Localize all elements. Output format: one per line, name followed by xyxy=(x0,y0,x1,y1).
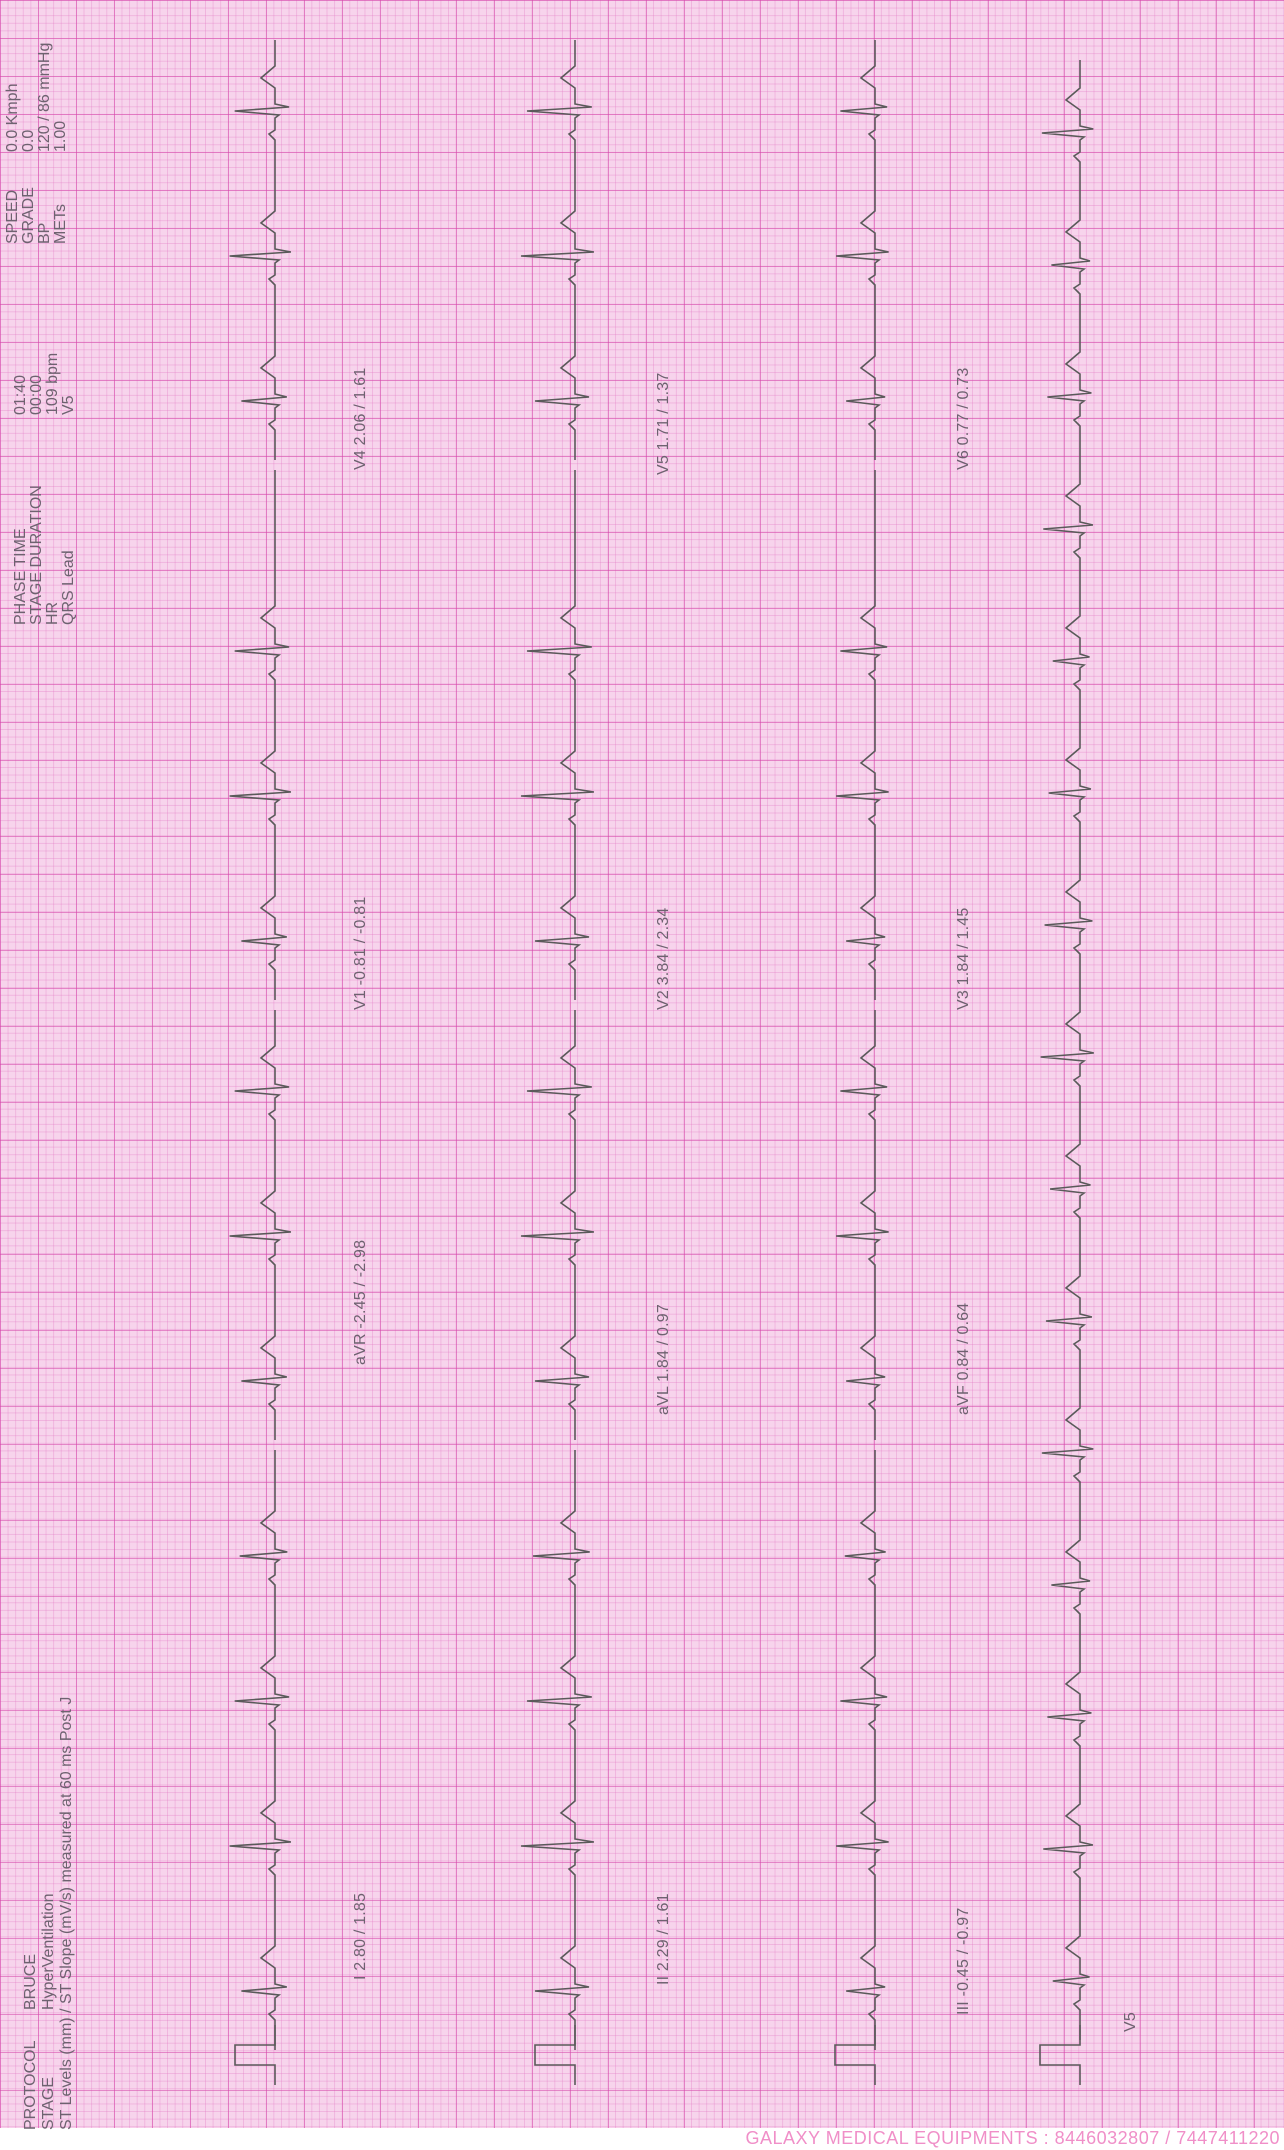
calibration-pulse-row-1 xyxy=(234,2025,276,2085)
ecg-trace-row-2-seg-4 xyxy=(520,40,595,460)
mets-value: 1.00 xyxy=(52,120,69,152)
ecg-trace-row-2-seg-1 xyxy=(520,1450,595,2050)
ecg-trace-row-1-seg-1 xyxy=(229,1450,292,2050)
phase-time-label: PHASE TIME xyxy=(12,528,29,625)
lead-label-v6: V6 0.77 / 0.73 xyxy=(955,367,972,470)
hr-label: HR xyxy=(44,601,61,625)
speed-label: SPEED xyxy=(4,189,21,244)
st-levels-note: ST Levels (mm) / ST Slope (mV/s) measure… xyxy=(58,1696,75,2130)
lead-label-v4: V4 2.06 / 1.61 xyxy=(352,367,369,470)
calibration-pulse-rhythm xyxy=(1039,2025,1081,2085)
qrs-lead-value: V5 xyxy=(60,395,77,415)
ecg-trace-row-3-seg-3 xyxy=(836,470,889,1000)
footer-company-info: GALAXY MEDICAL EQUIPMENTS : 8446032807 /… xyxy=(0,2128,1284,2150)
lead-label-iii: III -0.45 / -0.97 xyxy=(955,1907,972,2015)
lead-label-ii: II 2.29 / 1.61 xyxy=(655,1893,672,1985)
bp-value: 120 / 86 mmHg xyxy=(36,42,53,152)
bp-label: BP xyxy=(36,222,53,244)
mets-label: METs xyxy=(52,204,69,244)
ecg-trace-rhythm-strip xyxy=(1040,60,1094,2040)
lead-label-v3: V3 1.84 / 1.45 xyxy=(955,907,972,1010)
footer-text: GALAXY MEDICAL EQUIPMENTS : 8446032807 /… xyxy=(745,2128,1280,2148)
ecg-trace-row-2-seg-2 xyxy=(520,1010,595,1440)
lead-label-v2: V2 3.84 / 2.34 xyxy=(655,907,672,1010)
lead-label-avl: aVL 1.84 / 0.97 xyxy=(655,1304,672,1415)
lead-label-v1: V1 -0.81 / -0.81 xyxy=(352,896,369,1011)
ecg-trace-row-1-seg-2 xyxy=(229,1010,292,1440)
ecg-trace-row-3-seg-2 xyxy=(836,1010,889,1440)
grade-label: GRADE xyxy=(20,187,37,244)
lead-label-i: I 2.80 / 1.85 xyxy=(352,1892,369,1980)
lead-label-v5: V5 1.71 / 1.37 xyxy=(655,372,672,475)
stage-duration-label: STAGE DURATION xyxy=(28,485,45,625)
speed-value: 0.0 Kmph xyxy=(4,83,21,152)
lead-label-avf: aVF 0.84 / 0.64 xyxy=(955,1302,972,1415)
ecg-trace-row-1-seg-3 xyxy=(229,470,292,1000)
grade-value: 0.0 xyxy=(20,129,37,152)
stage-label: STAGE xyxy=(40,2076,57,2130)
ecg-trace-row-2-seg-3 xyxy=(520,470,595,1000)
ecg-trace-row-3-seg-4 xyxy=(836,40,889,460)
ecg-trace-row-3-seg-1 xyxy=(836,1450,889,2050)
calibration-pulse-row-3 xyxy=(834,2025,876,2085)
protocol-value: BRUCE xyxy=(22,1953,39,2010)
stage-value: HyperVentilation xyxy=(40,1893,57,2010)
stage-duration-value: 00:00 xyxy=(28,374,45,415)
lead-label-avr: aVR -2.45 / -2.98 xyxy=(352,1239,369,1365)
calibration-pulse-row-2 xyxy=(534,2025,576,2085)
protocol-label: PROTOCOL xyxy=(22,2040,39,2131)
hr-value: 109 bpm xyxy=(44,352,61,415)
qrs-lead-label: QRS Lead xyxy=(60,550,77,625)
lead-label-rhythm-v5: V5 xyxy=(1122,2012,1139,2032)
ecg-trace-row-1-seg-4 xyxy=(229,40,292,460)
phase-time-value: 01:40 xyxy=(12,374,29,415)
